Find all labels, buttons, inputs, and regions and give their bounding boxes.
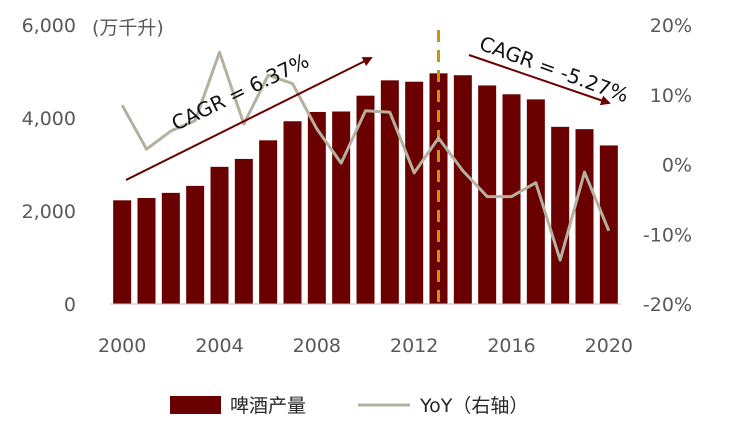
bar-2007 [283, 121, 302, 304]
x-tick-label: 2000 [98, 335, 146, 357]
x-tick-label: 2020 [585, 335, 633, 357]
left-y-tick-label: 6,000 [22, 15, 76, 37]
bar-2008 [307, 111, 326, 304]
right-y-axis: -20% -10% 0% 10% 20% [643, 15, 692, 316]
left-y-tick-label: 2,000 [22, 201, 76, 223]
legend-swatch-bar [170, 396, 221, 414]
yoy-line [120, 50, 611, 262]
bar-2013 [429, 73, 448, 304]
bar-2019 [575, 129, 594, 304]
left-axis-unit-label: (万千升) [92, 17, 164, 39]
bar-2009 [332, 111, 351, 305]
bar-2010 [356, 95, 375, 305]
left-y-tick-label: 0 [64, 294, 76, 316]
legend-label-bar: 啤酒产量 [230, 395, 306, 417]
left-y-tick-label: 4,000 [22, 108, 76, 130]
bar-2018 [551, 126, 570, 304]
cagr-down-arrow [468, 54, 611, 106]
bar-2000 [113, 200, 132, 304]
legend: 啤酒产量 YoY（右轴） [170, 395, 528, 417]
bar-2011 [380, 80, 399, 304]
bar-2001 [137, 197, 156, 304]
bar-2006 [259, 140, 278, 304]
right-y-tick-label: -20% [643, 294, 692, 316]
bar-2003 [186, 185, 205, 304]
x-tick-label: 2016 [487, 335, 535, 357]
bar-2017 [526, 99, 545, 305]
bar-2005 [234, 158, 253, 304]
x-tick-label: 2004 [195, 335, 243, 357]
x-tick-label: 2008 [293, 335, 341, 357]
bar-2004 [210, 166, 229, 304]
bar-2014 [453, 75, 472, 304]
bar-2020 [599, 145, 618, 304]
x-axis: 2000 2004 2008 2012 2016 2020 [98, 303, 633, 357]
right-y-tick-label: 20% [650, 15, 692, 37]
bar-2016 [502, 94, 521, 304]
bar-2002 [161, 192, 180, 304]
right-y-tick-label: -10% [643, 224, 692, 246]
yoy-line-series [120, 50, 611, 262]
left-y-axis: 0 2,000 4,000 6,000 [22, 15, 76, 316]
cagr-down-label: CAGR = -5.27% [476, 31, 632, 107]
bar-series [113, 73, 618, 305]
right-y-tick-label: 10% [650, 85, 692, 107]
x-tick-label: 2012 [390, 335, 438, 357]
bar-2012 [405, 81, 424, 304]
legend-label-line: YoY（右轴） [419, 395, 528, 417]
cagr-up-arrow [125, 57, 373, 181]
right-y-tick-label: 0% [662, 155, 692, 177]
